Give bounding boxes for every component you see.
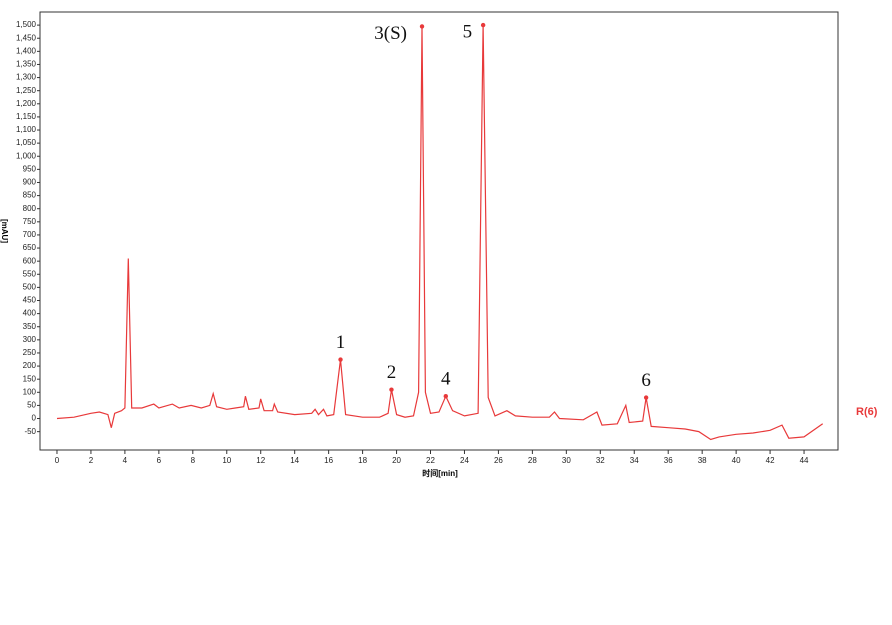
x-tick-label: 42 bbox=[766, 456, 775, 465]
trace bbox=[56, 25, 824, 441]
y-tick-label: 1,200 bbox=[16, 99, 37, 108]
x-tick-label: 12 bbox=[256, 456, 265, 465]
peak-label: 1 bbox=[336, 332, 346, 353]
y-tick-label: 600 bbox=[23, 256, 37, 265]
peak-marker bbox=[443, 394, 448, 399]
peak-label: 6 bbox=[641, 370, 651, 391]
x-tick-label: 10 bbox=[222, 456, 231, 465]
x-tick-label: 44 bbox=[800, 456, 809, 465]
x-tick-label: 22 bbox=[426, 456, 435, 465]
y-tick-label: 1,400 bbox=[16, 46, 37, 55]
y-tick-label: 350 bbox=[23, 322, 37, 331]
y-tick-label: 950 bbox=[23, 164, 37, 173]
y-tick-label: 1,300 bbox=[16, 73, 37, 82]
x-tick-label: 24 bbox=[460, 456, 469, 465]
y-tick-label: 250 bbox=[23, 348, 37, 357]
y-tick-label: 1,050 bbox=[16, 138, 37, 147]
peak-marker bbox=[338, 357, 343, 362]
peak-marker bbox=[480, 22, 486, 28]
x-tick-label: 40 bbox=[732, 456, 741, 465]
y-axis-label: [mAU] bbox=[0, 219, 9, 243]
y-tick-label: 100 bbox=[23, 387, 37, 396]
x-tick-label: 4 bbox=[123, 456, 128, 465]
y-tick-label: 50 bbox=[27, 401, 36, 410]
y-tick-label: 450 bbox=[23, 296, 37, 305]
peak-label: 2 bbox=[387, 362, 397, 383]
y-tick-label: 500 bbox=[23, 282, 37, 291]
series-label: R(6) bbox=[856, 406, 878, 418]
y-tick-label: 1,100 bbox=[16, 125, 37, 134]
x-tick-label: 18 bbox=[358, 456, 367, 465]
y-tick-label: 1,500 bbox=[16, 20, 37, 29]
x-tick-label: 26 bbox=[494, 456, 503, 465]
y-tick-label: 1,150 bbox=[16, 112, 37, 121]
x-tick-label: 38 bbox=[698, 456, 707, 465]
peak-marker bbox=[643, 395, 649, 400]
x-tick-label: 36 bbox=[664, 456, 673, 465]
x-tick-label: 32 bbox=[596, 456, 605, 465]
y-tick-label: 1,450 bbox=[16, 33, 37, 42]
peak-marker bbox=[389, 387, 394, 392]
y-tick-label: 150 bbox=[23, 374, 37, 383]
x-tick-label: 6 bbox=[157, 456, 162, 465]
x-tick-label: 14 bbox=[290, 456, 299, 465]
x-axis-label: 时间[min] bbox=[422, 468, 458, 478]
y-tick-label: 1,350 bbox=[16, 60, 37, 69]
y-tick-label: 1,250 bbox=[16, 86, 37, 95]
x-tick-label: 20 bbox=[392, 456, 401, 465]
y-tick-label: 300 bbox=[23, 335, 37, 344]
x-tick-label: 30 bbox=[562, 456, 571, 465]
y-tick-label: 200 bbox=[23, 361, 37, 370]
x-tick-label: 16 bbox=[324, 456, 333, 465]
y-tick-label: 850 bbox=[23, 191, 37, 200]
y-tick-label: 900 bbox=[23, 178, 37, 187]
y-tick-label: 800 bbox=[23, 204, 37, 213]
peak-label: 3(S) bbox=[374, 23, 407, 44]
peak-label: 5 bbox=[463, 21, 473, 42]
plot-frame bbox=[39, 11, 839, 451]
y-tick-label: 750 bbox=[23, 217, 37, 226]
y-tick-label: 550 bbox=[23, 269, 37, 278]
y-tick-label: 0 bbox=[32, 414, 37, 423]
peak-label: 4 bbox=[441, 369, 451, 390]
peak-marker bbox=[419, 24, 425, 29]
y-tick-label: -50 bbox=[24, 427, 36, 436]
x-tick-label: 8 bbox=[191, 456, 196, 465]
x-tick-label: 28 bbox=[528, 456, 537, 465]
y-tick-label: 1,000 bbox=[16, 151, 37, 160]
y-tick-label: 650 bbox=[23, 243, 37, 252]
x-tick-label: 0 bbox=[55, 456, 60, 465]
y-tick-label: 400 bbox=[23, 309, 37, 318]
y-tick-label: 700 bbox=[23, 230, 37, 239]
x-tick-label: 2 bbox=[89, 456, 94, 465]
x-tick-label: 34 bbox=[630, 456, 639, 465]
